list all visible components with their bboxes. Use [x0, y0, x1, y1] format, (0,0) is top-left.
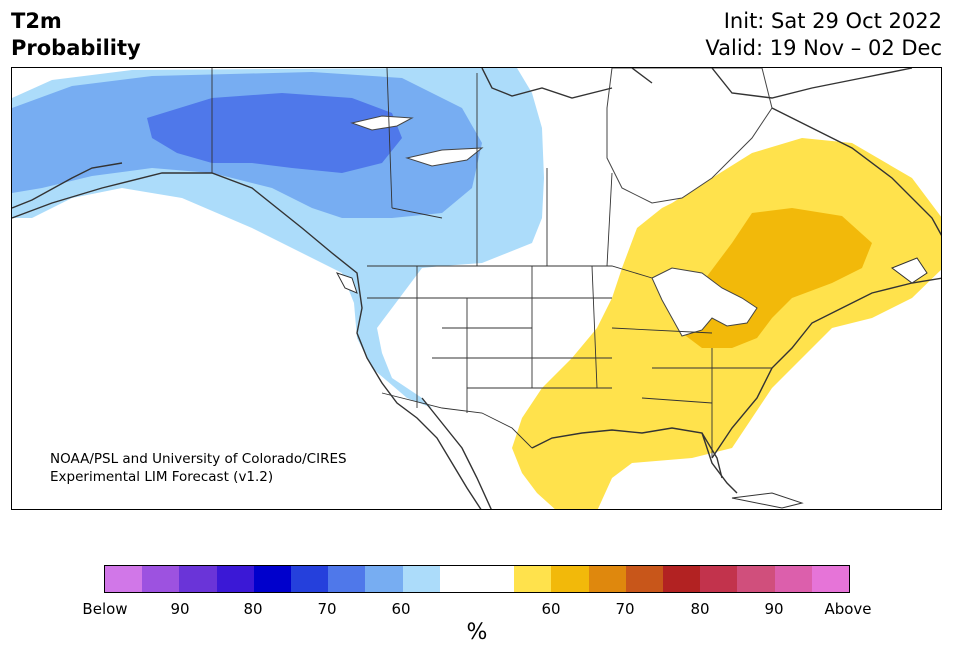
colorbar-label-above-80: 80: [690, 600, 710, 618]
islands: [335, 257, 928, 509]
init-date: Init: Sat 29 Oct 2022: [723, 9, 942, 33]
colorbar-label-above-70: 70: [615, 600, 635, 618]
hudson-bay: [606, 68, 773, 204]
colorbar-segment-7: [365, 566, 403, 592]
title-line-1: T2m: [11, 9, 62, 33]
probability-map: NOAA/PSL and University of Colorado/CIRE…: [11, 67, 942, 510]
colorbar-segment-13: [588, 566, 626, 592]
colorbar-segment-5: [291, 566, 329, 592]
colorbar-segment-9: [439, 566, 478, 592]
us-states: [367, 265, 772, 458]
colorbar-label-above-60: 60: [541, 600, 561, 618]
canada-provinces: [386, 68, 613, 267]
mexico-west-coast: [421, 397, 492, 509]
great-lakes: [651, 267, 758, 337]
arctic-islands: [481, 68, 913, 99]
colorbar-segment-6: [328, 566, 366, 592]
borders: [211, 68, 772, 458]
credit-text: NOAA/PSL and University of Colorado/CIRE…: [50, 450, 347, 486]
map-title: T2m Probability: [11, 8, 141, 62]
colorbar-unit: %: [466, 620, 488, 645]
vancouver-island: [335, 272, 358, 294]
great-slave-lake: [405, 147, 484, 167]
alaska-peninsula: [12, 162, 123, 209]
map-svg: [12, 68, 941, 509]
colorbar-segment-19: [811, 566, 850, 592]
colorbar-segment-10: [477, 566, 515, 592]
credit-line-1: NOAA/PSL and University of Colorado/CIRE…: [50, 451, 347, 467]
colorbar-segment-0: [105, 566, 143, 592]
colorbar-segment-14: [625, 566, 664, 592]
forecast-dates: Init: Sat 29 Oct 2022 Valid: 19 Nov – 02…: [705, 8, 942, 62]
mexico-border: [381, 392, 533, 449]
colorbar-segment-8: [402, 566, 440, 592]
colorbar-segment-3: [216, 566, 254, 592]
colorbar-label-below-70: 70: [317, 600, 337, 618]
colorbar-segment-15: [663, 566, 701, 592]
atlantic-coast: [711, 277, 941, 459]
below-80-area: [147, 93, 402, 173]
labrador-coast: [771, 107, 941, 236]
newfoundland: [890, 257, 928, 284]
great-bear-lake: [350, 115, 414, 131]
water-bodies: [350, 68, 773, 337]
gulf-coast: [531, 427, 723, 479]
colorbar-label-below-90: 90: [170, 600, 190, 618]
title-line-2: Probability: [11, 36, 141, 60]
colorbar-label-below-60: 60: [391, 600, 411, 618]
credit-line-2: Experimental LIM Forecast (v1.2): [50, 469, 274, 485]
colorbar-label-above: Above: [824, 600, 872, 618]
colorbar-segment-16: [700, 566, 738, 592]
colorbar-label-above-90: 90: [764, 600, 784, 618]
colorbar-segment-12: [551, 566, 589, 592]
colorbar-segment-4: [253, 566, 292, 592]
valid-date: Valid: 19 Nov – 02 Dec: [705, 36, 942, 60]
florida: [701, 432, 738, 494]
colorbar-segment-2: [179, 566, 217, 592]
pacific-coast: [12, 172, 482, 509]
colorbar-label-below: Below: [82, 600, 128, 618]
colorbar-segment-18: [774, 566, 812, 592]
colorbar: [104, 565, 850, 593]
colorbar-segment-17: [737, 566, 775, 592]
cuba: [731, 492, 804, 509]
colorbar-label-below-80: 80: [243, 600, 263, 618]
colorbar-segment-11: [514, 566, 552, 592]
colorbar-segment-1: [142, 566, 180, 592]
coastlines: [12, 68, 941, 509]
